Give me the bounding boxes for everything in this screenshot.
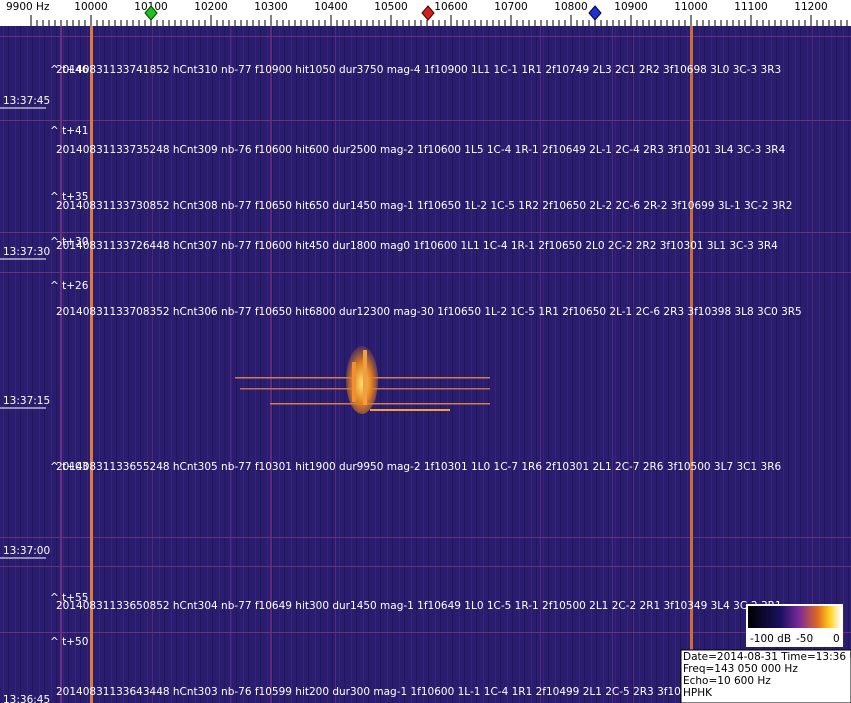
frequency-label: 9900 Hz (6, 1, 50, 13)
detection-line: 20140831133655248 hCnt305 nb-77 f10301 h… (56, 461, 781, 473)
colorbar-label: -100 dB (750, 633, 791, 645)
detection-line: 20140831133708352 hCnt306 nb-77 f10650 h… (56, 306, 802, 318)
info-line: Freq=143 050 000 Hz (683, 663, 798, 675)
carrier-line (690, 26, 693, 703)
colorbar (748, 606, 841, 628)
colorbar-label: 0 (833, 633, 840, 645)
info-line: HPHK (683, 687, 713, 699)
time-label: 13:37:30 (3, 246, 50, 258)
echo (235, 346, 490, 414)
detection-line: 20140831133726448 hCnt307 nb-77 f10600 h… (56, 240, 778, 252)
time-label: 13:37:00 (3, 545, 50, 557)
time-marker: ^ t+50 (50, 636, 88, 648)
detection-line: 20140831133650852 hCnt304 nb-77 f10649 h… (56, 600, 782, 612)
noise-lines (0, 26, 851, 703)
frequency-label: 10400 (314, 1, 347, 13)
frequency-label: 11000 (674, 1, 707, 13)
time-marker: ^ t+03 (50, 461, 88, 473)
time-marker: ^ t+41 (50, 125, 88, 137)
frequency-label: 10700 (494, 1, 527, 13)
waterfall (0, 26, 851, 703)
time-label: 13:37:15 (3, 395, 50, 407)
frequency-label: 11100 (734, 1, 767, 13)
info-line: Echo=10 600 Hz (683, 675, 771, 687)
time-marker: ^ t+55 (50, 592, 88, 604)
frequency-label: 10000 (74, 1, 107, 13)
time-marker: ^ t+35 (50, 191, 88, 203)
detection-line: 20140831133643448 hCnt303 nb-76 f10599 h… (56, 686, 741, 698)
colorbar-label: -50 (796, 633, 813, 645)
frequency-label: 10300 (254, 1, 287, 13)
time-marker: ^ t+46 (50, 64, 89, 76)
carrier-line (90, 26, 93, 703)
info-line: Date=2014-08-31 Time=13:36 UTC (683, 651, 851, 663)
time-label: 13:37:45 (3, 95, 50, 107)
frequency-label: 10200 (194, 1, 227, 13)
detection-line: 20140831133735248 hCnt309 nb-76 f10600 h… (56, 144, 786, 156)
marker-blue (588, 5, 602, 21)
frequency-label: 10900 (614, 1, 647, 13)
info-box (680, 649, 851, 703)
frequency-label: 11200 (794, 1, 827, 13)
time-label: 13:36:45 (3, 694, 50, 703)
marker-green (144, 5, 158, 21)
detection-line: 20140831133741852 hCnt310 nb-77 f10900 h… (56, 64, 781, 76)
time-marker: ^ t+30 (50, 236, 88, 248)
time-marker: ^ t+26 (50, 280, 89, 292)
detection-line: 20140831133730852 hCnt308 nb-77 f10650 h… (56, 200, 792, 212)
frequency-label: 10500 (374, 1, 407, 13)
frequency-label: 10800 (554, 1, 587, 13)
marker-red (421, 5, 435, 21)
frequency-label: 10600 (434, 1, 467, 13)
